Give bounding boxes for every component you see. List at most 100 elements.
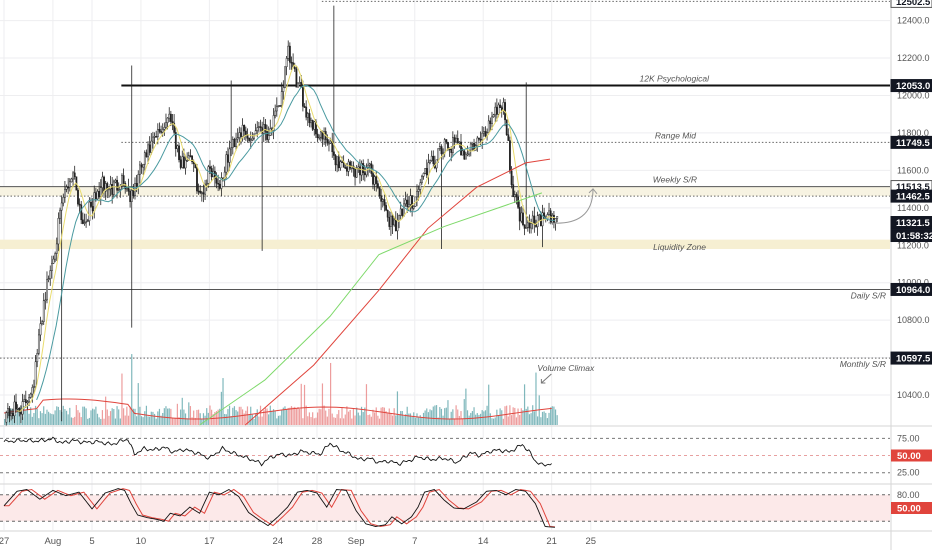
- candle-body: [7, 408, 9, 413]
- level-annotation: Daily S/R: [851, 290, 886, 300]
- volume-bar: [144, 411, 146, 425]
- candle-body: [403, 203, 405, 216]
- price-level-tag: 11749.5: [896, 138, 931, 149]
- candle-body: [347, 161, 350, 172]
- volume-bar: [64, 409, 66, 425]
- volume-bar: [383, 407, 385, 425]
- volume-bar: [204, 415, 206, 425]
- candle-body: [199, 190, 202, 194]
- volume-bar: [483, 411, 485, 425]
- candle-body: [425, 168, 428, 176]
- candle-body: [285, 58, 288, 68]
- candle-body: [522, 212, 524, 226]
- candle-body: [34, 361, 37, 387]
- candle-body: [531, 215, 534, 224]
- rsi-tick-label: 25.00: [897, 468, 920, 478]
- volume-bar: [95, 406, 97, 425]
- candle-body: [525, 227, 528, 229]
- volume-bar: [468, 415, 470, 425]
- volume-bar: [136, 416, 138, 425]
- price-tick-label: 11600.0: [897, 165, 929, 175]
- candle-body: [52, 258, 55, 264]
- candle-body: [368, 163, 371, 166]
- candle-body: [318, 136, 321, 139]
- volume-bar: [83, 406, 86, 425]
- volume-bar: [44, 413, 46, 425]
- candle-body: [126, 187, 128, 190]
- candle-body: [91, 206, 94, 212]
- candle-body: [319, 131, 322, 138]
- volume-bar: [21, 417, 24, 425]
- candle-body: [334, 155, 337, 166]
- volume-bar: [484, 410, 487, 425]
- volume-bar: [137, 383, 139, 425]
- candle-body: [41, 321, 44, 324]
- candle-body: [227, 154, 229, 163]
- volume-bar: [41, 413, 43, 425]
- volume-bar: [209, 405, 211, 425]
- volume-bar: [220, 391, 222, 425]
- volume-bar: [90, 410, 92, 425]
- volume-bar: [520, 408, 522, 425]
- volume-bar: [114, 418, 117, 425]
- volume-bar: [409, 413, 412, 425]
- candle-body: [51, 263, 53, 271]
- volume-bar: [127, 415, 130, 425]
- candle-body: [127, 187, 130, 192]
- volume-bar: [149, 416, 151, 425]
- candle-body: [306, 113, 309, 118]
- candle-body: [112, 181, 115, 195]
- weekly-sr-band: [0, 186, 890, 197]
- volume-bar: [87, 418, 89, 425]
- liquidity-zone-band: [0, 239, 890, 250]
- candle-body: [463, 150, 466, 160]
- candle-body: [375, 176, 378, 184]
- candle-body: [137, 174, 140, 187]
- candle-body: [11, 413, 14, 417]
- volume-bar: [398, 414, 400, 425]
- volume-bar: [4, 418, 6, 425]
- candle-body: [468, 149, 471, 155]
- volume-bar: [553, 406, 555, 425]
- candle-body: [29, 393, 32, 398]
- volume-bar: [38, 418, 40, 425]
- volume-bar: [540, 417, 542, 425]
- volume-bar: [235, 410, 237, 425]
- candle-body: [156, 129, 159, 137]
- candle-body: [548, 210, 550, 215]
- volume-bar: [162, 412, 164, 425]
- candle-body: [499, 104, 502, 108]
- volume-bar: [101, 410, 103, 425]
- volume-climax-arrow: [540, 373, 552, 384]
- volume-bar: [302, 418, 304, 425]
- volume-bar: [351, 418, 353, 425]
- candle-body: [367, 164, 370, 168]
- date-tick-label: 28: [312, 536, 323, 547]
- volume-bar: [374, 412, 376, 425]
- volume-bar: [499, 408, 501, 425]
- volume-bar: [515, 417, 518, 425]
- candle-body: [497, 104, 500, 115]
- volume-bar: [168, 408, 170, 425]
- candle-body: [256, 127, 259, 131]
- candle-body: [528, 222, 531, 229]
- candle-body: [412, 206, 415, 209]
- volume-bar: [411, 416, 413, 425]
- candle-body: [510, 170, 513, 185]
- candle-body: [178, 145, 180, 161]
- volume-bar: [23, 406, 25, 425]
- candle-body: [290, 61, 293, 64]
- candle-body: [362, 163, 365, 173]
- volume-bar: [263, 410, 265, 425]
- volume-bar: [315, 417, 317, 425]
- volume-bar: [391, 415, 394, 425]
- candle-body: [49, 270, 52, 279]
- candle-body: [254, 130, 257, 135]
- candle-body: [295, 68, 298, 88]
- volume-bar: [429, 409, 431, 425]
- volume-bar: [170, 408, 172, 425]
- price-level-tag: 12053.0: [896, 81, 930, 92]
- candle-body: [396, 220, 399, 232]
